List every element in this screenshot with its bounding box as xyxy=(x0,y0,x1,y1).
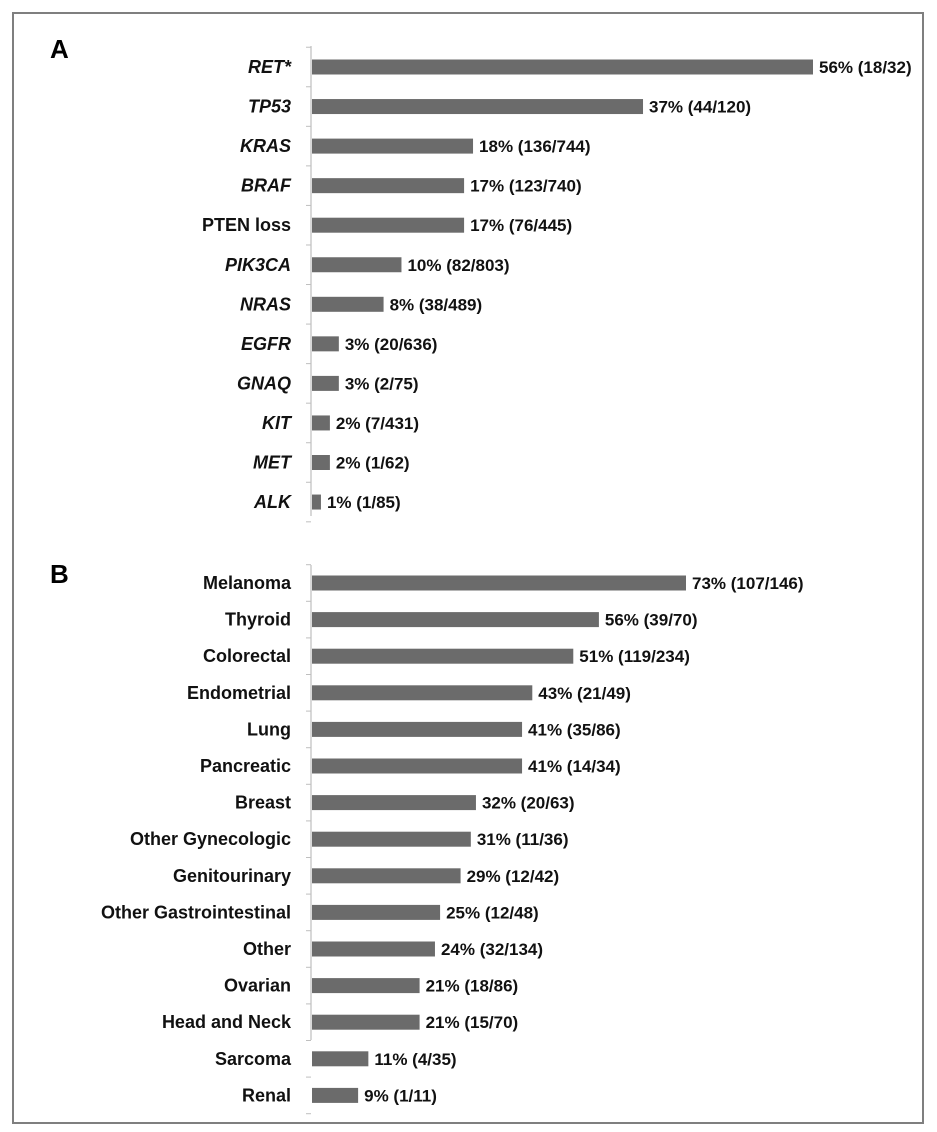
panel-letter-b: B xyxy=(50,559,69,589)
data-label: 8% (38/489) xyxy=(390,295,483,314)
category-label: Renal xyxy=(242,1085,291,1105)
category-label: Colorectal xyxy=(203,646,291,666)
category-label: Breast xyxy=(235,793,291,813)
data-label: 11% (4/35) xyxy=(374,1050,456,1069)
data-label: 73% (107/146) xyxy=(692,574,804,593)
data-label: 2% (1/62) xyxy=(336,454,410,473)
category-label: TP53 xyxy=(248,97,291,117)
data-label: 43% (21/49) xyxy=(538,684,631,703)
data-label: 1% (1/85) xyxy=(327,493,401,512)
bar xyxy=(312,296,384,312)
data-label: 21% (15/70) xyxy=(426,1013,519,1032)
bar xyxy=(312,758,523,774)
bar xyxy=(312,217,465,233)
bar xyxy=(312,941,435,957)
bar xyxy=(312,178,465,194)
bar xyxy=(312,336,339,352)
category-label: Melanoma xyxy=(203,573,292,593)
category-label: EGFR xyxy=(241,334,291,354)
bar xyxy=(312,1087,359,1103)
bar xyxy=(312,99,644,115)
category-label: KRAS xyxy=(240,136,291,156)
category-label: Ovarian xyxy=(224,976,291,996)
bar xyxy=(312,575,686,591)
data-label: 41% (14/34) xyxy=(528,757,621,776)
data-label: 9% (1/11) xyxy=(364,1086,437,1105)
data-label: 10% (82/803) xyxy=(407,256,509,275)
category-label: Lung xyxy=(247,719,291,739)
category-label: Thyroid xyxy=(225,610,291,630)
category-label: BRAF xyxy=(241,176,292,196)
data-label: 17% (123/740) xyxy=(470,177,582,196)
category-label: RET* xyxy=(248,57,292,77)
data-label: 2% (7/431) xyxy=(336,414,419,433)
data-label: 56% (18/32) xyxy=(819,58,912,77)
bar xyxy=(312,904,441,920)
bar xyxy=(312,138,474,154)
data-label: 56% (39/70) xyxy=(605,611,698,630)
data-label: 41% (35/86) xyxy=(528,720,621,739)
category-label: KIT xyxy=(262,413,293,433)
category-label: MET xyxy=(253,453,293,473)
panel-letter-a: A xyxy=(50,34,69,64)
data-label: 17% (76/445) xyxy=(470,216,572,235)
bar xyxy=(312,612,599,628)
category-label: NRAS xyxy=(240,294,291,314)
figure-frame xyxy=(12,12,924,1124)
category-label: GNAQ xyxy=(237,373,291,393)
data-label: 37% (44/120) xyxy=(649,98,751,117)
data-label: 3% (20/636) xyxy=(345,335,438,354)
bar xyxy=(312,455,330,470)
data-label: 25% (12/48) xyxy=(446,903,539,922)
category-label: ALK xyxy=(253,492,293,512)
category-label: Other Gastrointestinal xyxy=(101,902,291,922)
data-label: 31% (11/36) xyxy=(477,830,569,849)
category-label: Other Gynecologic xyxy=(130,829,291,849)
category-label: Other xyxy=(243,939,291,959)
bar xyxy=(312,795,476,811)
category-label: PIK3CA xyxy=(225,255,291,275)
bar xyxy=(312,1051,369,1067)
bar xyxy=(312,721,523,737)
bar xyxy=(312,978,420,994)
category-label: Endometrial xyxy=(187,683,291,703)
bar xyxy=(312,375,339,391)
bar xyxy=(312,868,461,884)
bar xyxy=(312,685,533,701)
bar xyxy=(312,415,330,431)
data-label: 24% (32/134) xyxy=(441,940,543,959)
data-label: 29% (12/42) xyxy=(467,867,560,886)
data-label: 18% (136/744) xyxy=(479,137,591,156)
data-label: 3% (2/75) xyxy=(345,374,419,393)
bar xyxy=(312,648,574,664)
bar xyxy=(312,494,321,510)
category-label: PTEN loss xyxy=(202,215,291,235)
bar xyxy=(312,59,813,75)
bar xyxy=(312,257,402,273)
category-label: Sarcoma xyxy=(215,1049,292,1069)
data-label: 21% (18/86) xyxy=(426,977,519,996)
category-label: Head and Neck xyxy=(162,1012,292,1032)
data-label: 32% (20/63) xyxy=(482,794,575,813)
category-label: Genitourinary xyxy=(173,866,291,886)
category-label: Pancreatic xyxy=(200,756,291,776)
bar xyxy=(312,831,471,847)
bar xyxy=(312,1014,420,1030)
data-label: 51% (119/234) xyxy=(579,647,690,666)
